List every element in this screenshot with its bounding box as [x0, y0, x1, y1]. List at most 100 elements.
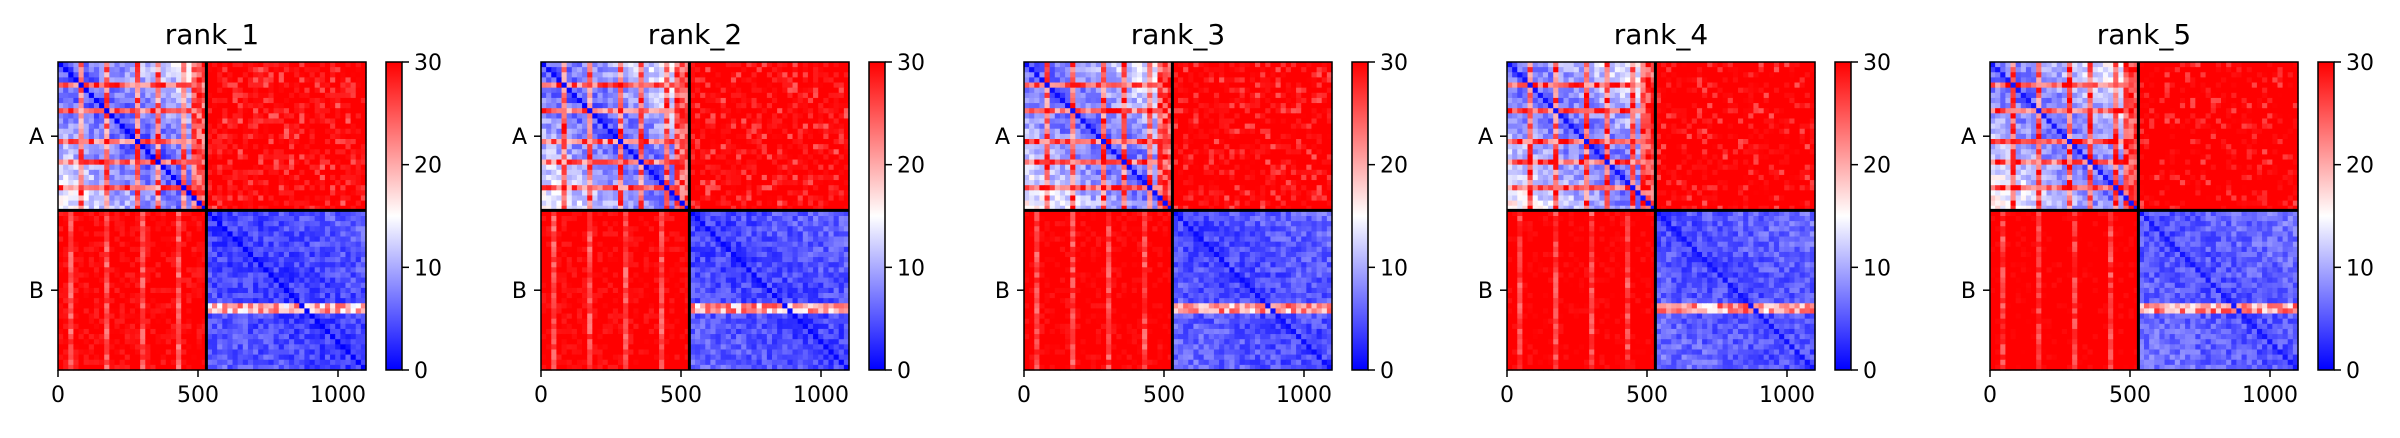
heatmap-cell	[798, 170, 804, 176]
heatmap-cell	[212, 226, 218, 232]
heatmap-cell	[253, 144, 259, 150]
heatmap-cell	[608, 98, 614, 104]
heatmap-cell	[562, 144, 568, 150]
heatmap-cell	[99, 293, 105, 299]
heatmap-cell	[310, 344, 316, 350]
heatmap-cell	[186, 139, 192, 145]
heatmap-cell	[320, 195, 326, 201]
heatmap-cell	[181, 144, 187, 150]
heatmap-cell	[279, 185, 285, 191]
heatmap-cell	[176, 324, 182, 330]
heatmap-cell	[279, 88, 285, 94]
heatmap-cell	[674, 124, 680, 130]
heatmap-cell	[191, 262, 197, 268]
heatmap-cell	[577, 175, 583, 181]
heatmap-cell	[772, 139, 778, 145]
heatmap-cell	[258, 67, 264, 73]
heatmap-cell	[335, 262, 341, 268]
heatmap-cell	[562, 98, 568, 104]
heatmap-cell	[633, 139, 639, 145]
heatmap-cell	[325, 329, 331, 335]
heatmap-cell	[89, 93, 95, 99]
heatmap-cell	[191, 349, 197, 355]
heatmap-cell	[140, 195, 146, 201]
heatmap-cell	[562, 165, 568, 171]
heatmap-cell	[294, 175, 300, 181]
heatmap-cell	[736, 144, 742, 150]
heatmap-cell	[191, 201, 197, 207]
heatmap-cell	[669, 103, 675, 109]
heatmap-cell	[757, 108, 763, 114]
heatmap-cell	[263, 93, 269, 99]
heatmap-cell	[695, 175, 701, 181]
heatmap-cell	[356, 221, 362, 227]
heatmap-cell	[644, 124, 650, 130]
heatmap-cell	[335, 344, 341, 350]
heatmap-cell	[166, 314, 172, 320]
heatmap-cell	[104, 72, 110, 78]
heatmap-cell	[767, 124, 773, 130]
heatmap-cell	[340, 77, 346, 83]
heatmap-cell	[73, 314, 79, 320]
heatmap-cell	[120, 67, 126, 73]
heatmap-cell	[628, 118, 634, 124]
heatmap-cell	[310, 72, 316, 78]
heatmap-cell	[258, 319, 264, 325]
heatmap-cell	[351, 298, 357, 304]
heatmap-cell	[592, 77, 598, 83]
heatmap-cell	[156, 67, 162, 73]
heatmap-cell	[330, 88, 336, 94]
heatmap-cell	[623, 160, 629, 166]
heatmap-cell	[109, 67, 115, 73]
heatmap-cell	[345, 308, 351, 314]
heatmap-cell	[253, 283, 259, 289]
heatmap-cell	[99, 314, 105, 320]
heatmap-cell	[828, 93, 834, 99]
heatmap-cell	[556, 118, 562, 124]
heatmap-cell	[674, 83, 680, 89]
heatmap-cell	[104, 124, 110, 130]
heatmap-cell	[726, 124, 732, 130]
heatmap-cell	[233, 118, 239, 124]
heatmap-cell	[669, 77, 675, 83]
heatmap-cell	[705, 170, 711, 176]
heatmap-cell	[674, 129, 680, 135]
heatmap-cell	[818, 93, 824, 99]
heatmap-cell	[741, 175, 747, 181]
heatmap-cell	[351, 175, 357, 181]
heatmap-cell	[628, 144, 634, 150]
heatmap-cell	[767, 165, 773, 171]
heatmap-cell	[664, 165, 670, 171]
heatmap-cell	[551, 139, 557, 145]
heatmap-cell	[248, 149, 254, 155]
heatmap-cell	[161, 360, 167, 366]
heatmap-cell	[320, 226, 326, 232]
heatmap-cell	[315, 67, 321, 73]
heatmap-cell	[310, 303, 316, 309]
heatmap-cell	[89, 77, 95, 83]
heatmap-cell	[320, 62, 326, 68]
heatmap-cell	[161, 319, 167, 325]
heatmap-cell	[217, 221, 223, 227]
heatmap-cell	[274, 98, 280, 104]
heatmap-cell	[772, 98, 778, 104]
heatmap-cell	[212, 231, 218, 237]
heatmap-cell	[114, 303, 120, 309]
heatmap-cell	[171, 303, 177, 309]
heatmap-cell	[171, 334, 177, 340]
heatmap-cell	[695, 134, 701, 140]
heatmap-cell	[582, 134, 588, 140]
heatmap-cell	[284, 83, 290, 89]
heatmap-cell	[274, 160, 280, 166]
heatmap-cell	[787, 113, 793, 119]
heatmap-cell	[94, 88, 100, 94]
heatmap-cell	[197, 272, 203, 278]
heatmap-cell	[73, 242, 79, 248]
heatmap-cell	[253, 262, 259, 268]
heatmap-cell	[268, 298, 274, 304]
heatmap-cell	[710, 98, 716, 104]
heatmap-cell	[751, 62, 757, 68]
heatmap-cell	[166, 62, 172, 68]
heatmap-cell	[140, 180, 146, 186]
heatmap-cell	[680, 98, 686, 104]
